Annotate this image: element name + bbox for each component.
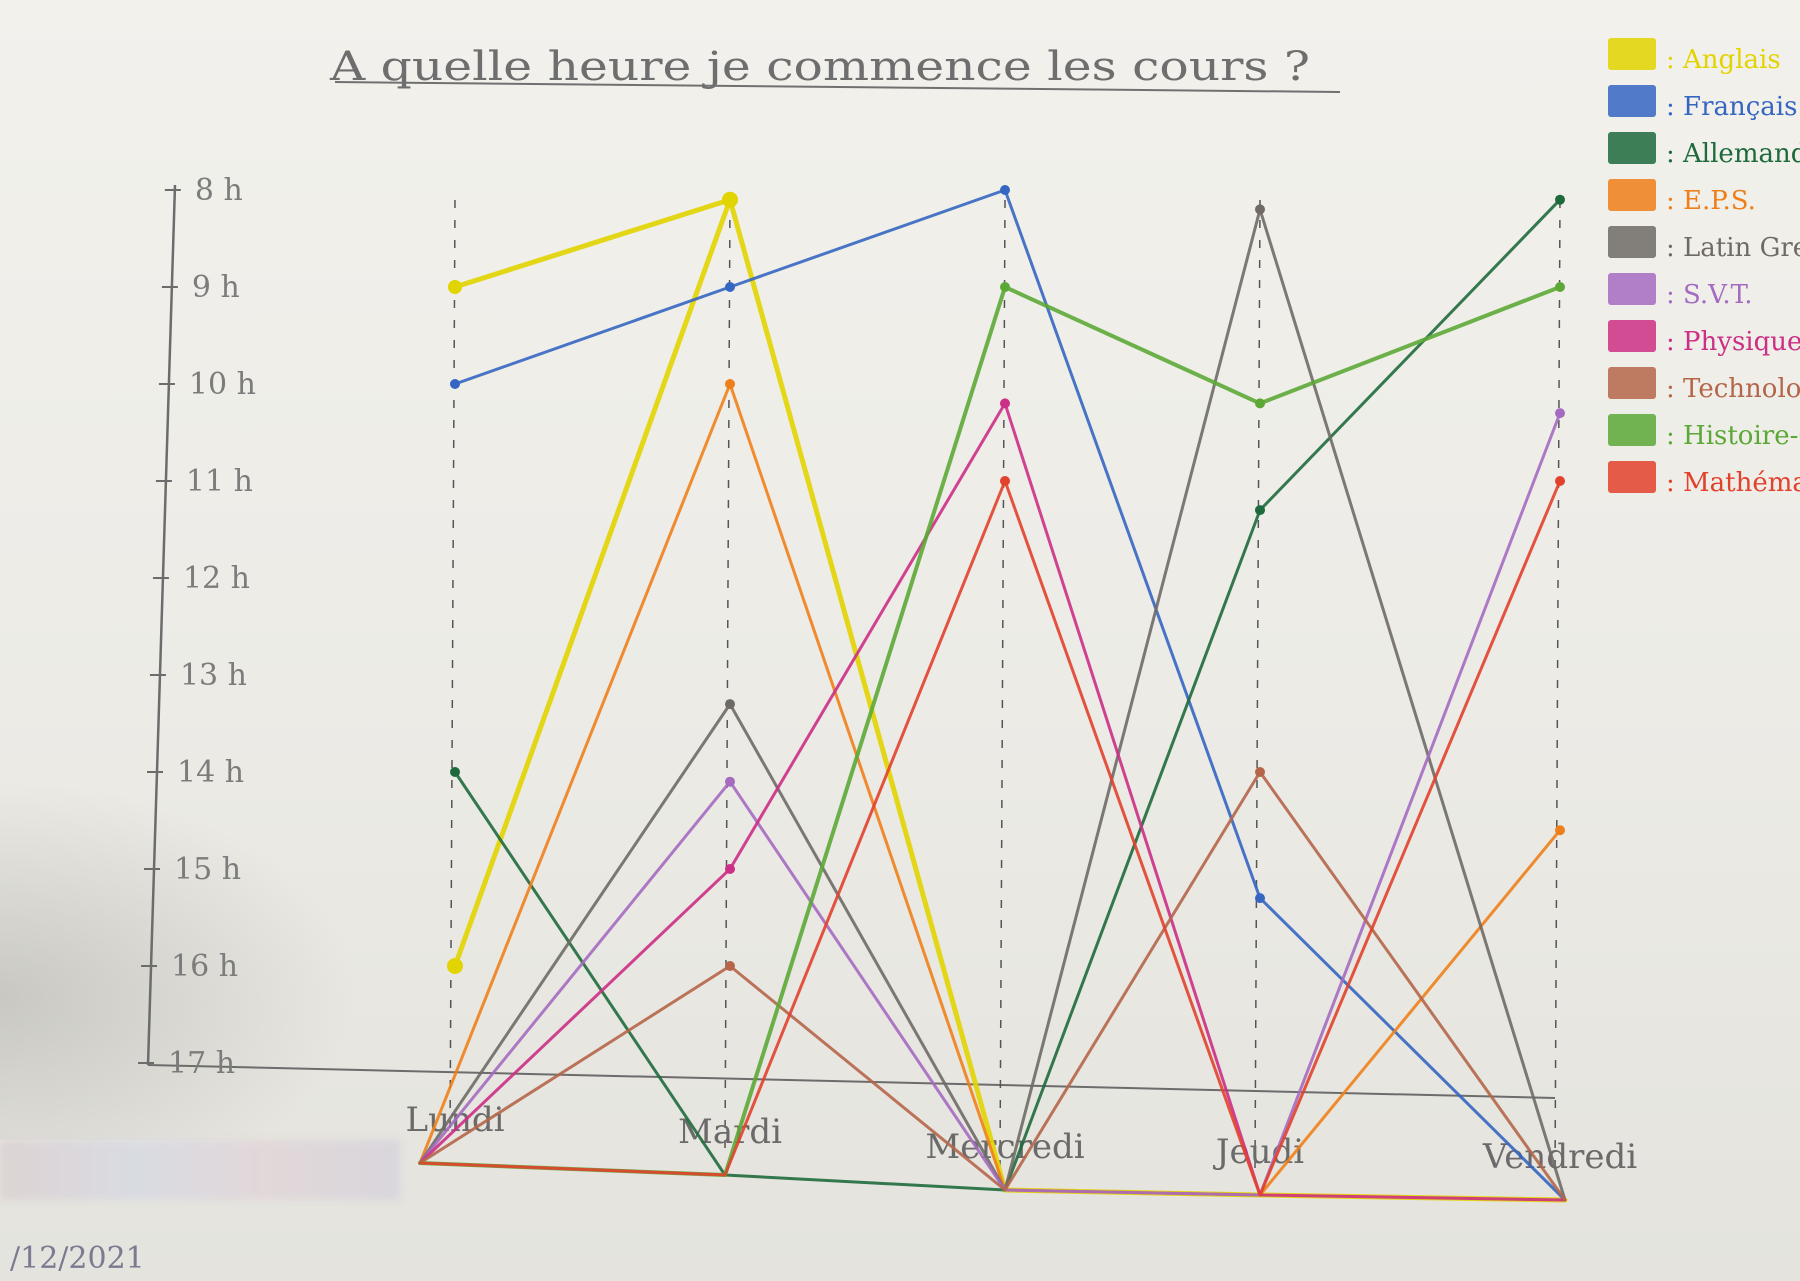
data-point	[447, 958, 463, 974]
legend-swatch	[1608, 320, 1656, 352]
data-point	[1555, 476, 1565, 486]
data-point	[725, 379, 735, 389]
y-tick-label: 14 h	[177, 755, 244, 790]
data-point	[1000, 398, 1010, 409]
series-line	[418, 207, 1567, 1202]
x-tick-label: Jeudi	[1213, 1132, 1304, 1172]
chart-axes: 8 h9 h10 h11 h12 h13 h14 h15 h16 h17 hLu…	[138, 173, 1637, 1177]
legend-label: : Physique	[1666, 327, 1800, 357]
data-point	[450, 767, 460, 777]
y-tick-label: 12 h	[183, 561, 250, 596]
title-underline	[334, 81, 1341, 93]
x-tick-label: Mardi	[678, 1112, 782, 1152]
series-line	[418, 382, 1562, 1197]
x-guide-line	[999, 199, 1006, 1166]
x-tick-label: Mercredi	[925, 1127, 1084, 1167]
y-tick-label: 17 h	[168, 1046, 235, 1081]
data-point	[1000, 476, 1010, 486]
data-point	[725, 864, 735, 874]
data-point	[1555, 408, 1565, 419]
data-point	[1000, 282, 1010, 292]
legend-label: : Anglais	[1666, 45, 1781, 75]
data-point	[1255, 204, 1265, 215]
legend-label: : Allemand	[1666, 139, 1800, 169]
data-point	[1000, 185, 1010, 195]
legend-label: : Français	[1666, 92, 1797, 122]
data-point	[1555, 825, 1565, 836]
data-point	[1255, 505, 1265, 516]
y-tick-label: 15 h	[174, 852, 241, 887]
legend-label: : E.P.S.	[1666, 186, 1756, 216]
blurred-name-area	[0, 1140, 400, 1200]
legend-swatch	[1608, 38, 1656, 70]
legend-swatch	[1608, 226, 1656, 258]
y-tick-label: 13 h	[180, 658, 247, 693]
x-axis-line	[147, 1064, 1556, 1099]
legend-label: : Histoire-Géo	[1666, 421, 1800, 451]
y-tick-label: 16 h	[171, 949, 238, 984]
y-tick-label: 11 h	[186, 464, 253, 499]
series-line	[418, 401, 1567, 1202]
x-guide-line	[1254, 199, 1261, 1171]
data-point	[448, 280, 462, 294]
x-guide-line	[1554, 199, 1561, 1176]
x-tick-label: Vendredi	[1482, 1137, 1637, 1177]
data-point	[725, 699, 735, 710]
legend-swatch	[1608, 273, 1656, 305]
legend-label: : Latin Grec	[1666, 233, 1800, 263]
series-line-extra	[454, 197, 731, 290]
y-tick-label: 10 h	[189, 367, 256, 402]
data-point	[725, 961, 735, 971]
legend-label: : S.V.T.	[1666, 280, 1752, 310]
series-line	[418, 411, 1562, 1197]
data-point	[722, 191, 738, 208]
legend-swatch	[1608, 367, 1656, 399]
shadow-area	[0, 780, 360, 1140]
legend-swatch	[1608, 461, 1656, 493]
series-line	[418, 770, 1567, 1202]
chart-series	[418, 185, 1568, 1203]
legend-label: : Technologie	[1666, 374, 1800, 404]
data-point	[725, 282, 735, 292]
data-point	[725, 776, 735, 787]
series-line	[453, 188, 1567, 1202]
y-axis-line	[146, 184, 177, 1066]
legend-swatch	[1608, 132, 1656, 164]
legend-swatch	[1608, 85, 1656, 117]
data-point	[1555, 194, 1565, 205]
x-guide-line	[449, 199, 456, 1139]
legend-label: : Mathématique	[1666, 468, 1800, 498]
data-point	[450, 379, 460, 389]
date-text: /12/2021	[10, 1241, 145, 1276]
data-point	[1255, 767, 1265, 777]
data-point	[1555, 282, 1565, 292]
chart-legend: : Anglais : Français : Allemand : E.P.S. : L…	[1608, 38, 1800, 498]
series-line	[453, 198, 1562, 1192]
y-tick-label: 8 h	[195, 173, 243, 208]
chart-title: A quelle heure je commence les cours ?	[329, 44, 1310, 90]
y-tick-label: 9 h	[192, 270, 240, 305]
data-point	[1255, 893, 1265, 904]
data-point	[1255, 398, 1265, 409]
legend-swatch	[1608, 414, 1656, 446]
legend-swatch	[1608, 179, 1656, 211]
x-guide-line	[724, 199, 731, 1151]
